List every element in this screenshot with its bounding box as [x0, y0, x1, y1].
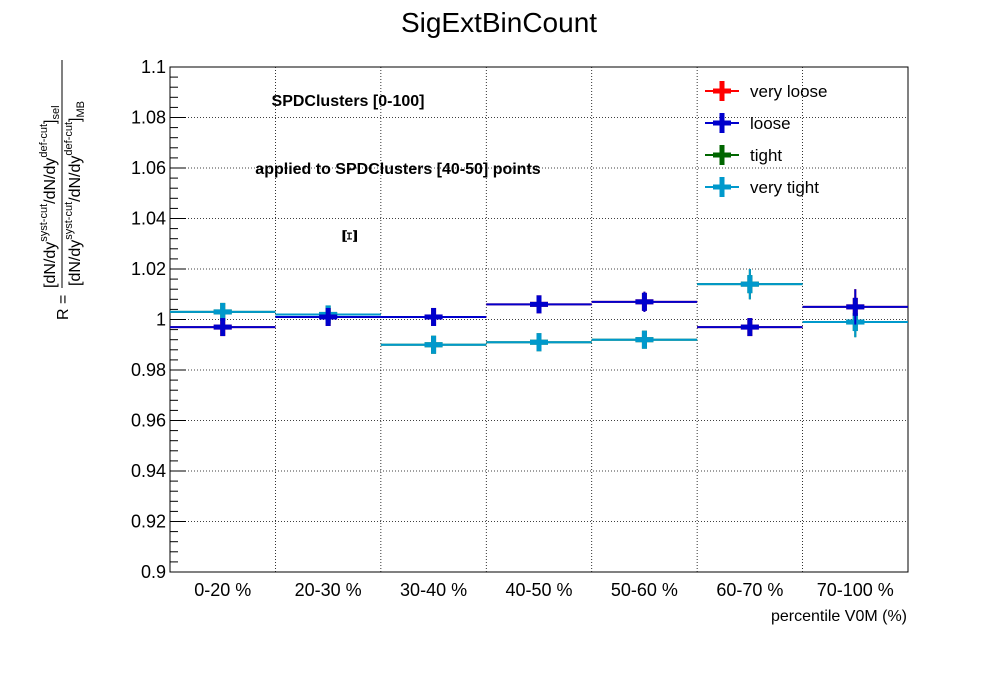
data-point-vertical [325, 307, 331, 326]
legend-label: tight [750, 146, 782, 165]
legend-marker-vertical [719, 113, 725, 133]
annotation-particle-xi: Ξ [338, 229, 362, 243]
legend-marker-vertical [719, 177, 725, 197]
y-tick-label: 1.1 [141, 57, 166, 77]
x-tick-label: 70-100 % [817, 580, 894, 600]
y-tick-label: 1.08 [131, 108, 166, 128]
data-point-vertical [536, 333, 542, 352]
y-axis-title: R = [dN/dysyst-cut/dN/dydef-cut]sel [dN/… [38, 60, 87, 320]
data-point-vertical [852, 297, 858, 316]
data-point-vertical [536, 295, 542, 314]
legend-label: loose [750, 114, 791, 133]
data-point-vertical [220, 318, 226, 337]
legend-label: very tight [750, 178, 819, 197]
x-tick-label: 40-50 % [505, 580, 572, 600]
ticks: 0.9 0.92 0.94 0.96 0.98 1 1.02 1.04 1.06 1.08 1.1 0… [131, 57, 894, 600]
chart-title: SigExtBinCount [401, 7, 597, 38]
y-axis-title-prefix: R = [55, 295, 72, 320]
series-loose [170, 289, 908, 337]
legend-label: very loose [750, 82, 827, 101]
y-tick-label: 0.9 [141, 562, 166, 582]
y-tick-label: 1 [156, 310, 166, 330]
data-point-vertical [641, 330, 647, 349]
y-tick-label: 0.94 [131, 461, 166, 481]
legend-marker-vertical [719, 145, 725, 165]
data-point-vertical [641, 292, 647, 311]
annotation-spdclusters: SPDClusters [0-100] [272, 93, 425, 110]
x-tick-label: 0-20 % [194, 580, 251, 600]
y-axis-title-denominator: [dN/dysyst-cut/dN/dydef-cut]MB [63, 101, 87, 286]
x-tick-label: 50-60 % [611, 580, 678, 600]
y-tick-label: 0.92 [131, 512, 166, 532]
data-point-vertical [431, 335, 437, 354]
data-point-vertical [220, 302, 226, 321]
data-point-vertical [747, 275, 753, 294]
y-axis-title-numerator: [dN/dysyst-cut/dN/dydef-cut]sel [38, 105, 62, 288]
data-point-vertical [431, 307, 437, 326]
legend: very loose loose tight very tight [705, 81, 827, 197]
legend-marker-vertical [719, 81, 725, 101]
series [170, 269, 908, 354]
y-tick-label: 1.02 [131, 259, 166, 279]
y-tick-label: 0.96 [131, 411, 166, 431]
x-tick-label: 20-30 % [295, 580, 362, 600]
y-tick-label: 1.06 [131, 158, 166, 178]
y-tick-label: 1.04 [131, 209, 166, 229]
y-tick-label: 0.98 [131, 360, 166, 380]
grid [170, 67, 908, 572]
x-axis-title: percentile V0M (%) [771, 608, 907, 625]
x-tick-label: 60-70 % [716, 580, 783, 600]
data-point-vertical [747, 318, 753, 337]
x-tick-label: 30-40 % [400, 580, 467, 600]
annotation-applied-to: applied to SPDClusters [40-50] points [255, 161, 540, 178]
